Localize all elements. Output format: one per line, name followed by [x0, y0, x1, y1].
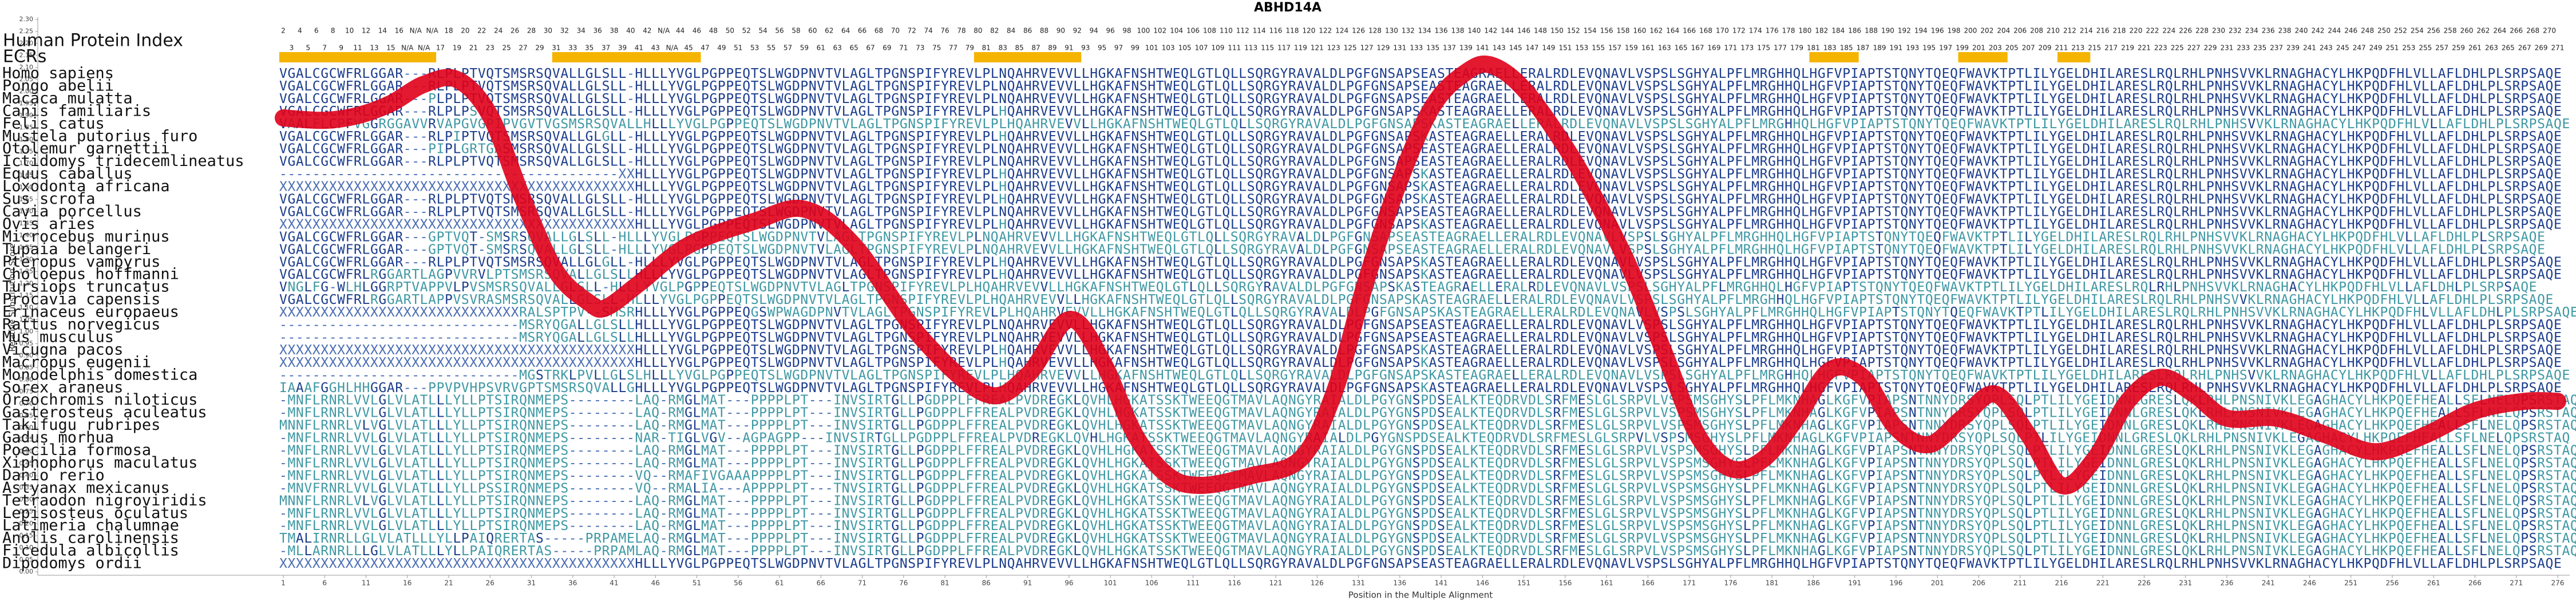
chart-title: ABHD14A	[1254, 1, 1321, 15]
alignment: Homo sapiens VGALCGCWFRLGGAR---RLPLPTVQTS…	[2, 65, 2576, 572]
residue: E	[2562, 116, 2570, 131]
page: {"chart_data": {"type": "line", "title":…	[0, 0, 2576, 601]
x-axis-title: Position in the Multiple Alignment	[1348, 590, 1493, 600]
figure: ABHD14A Human Protein Index ECRs Relativ…	[0, 0, 2576, 601]
